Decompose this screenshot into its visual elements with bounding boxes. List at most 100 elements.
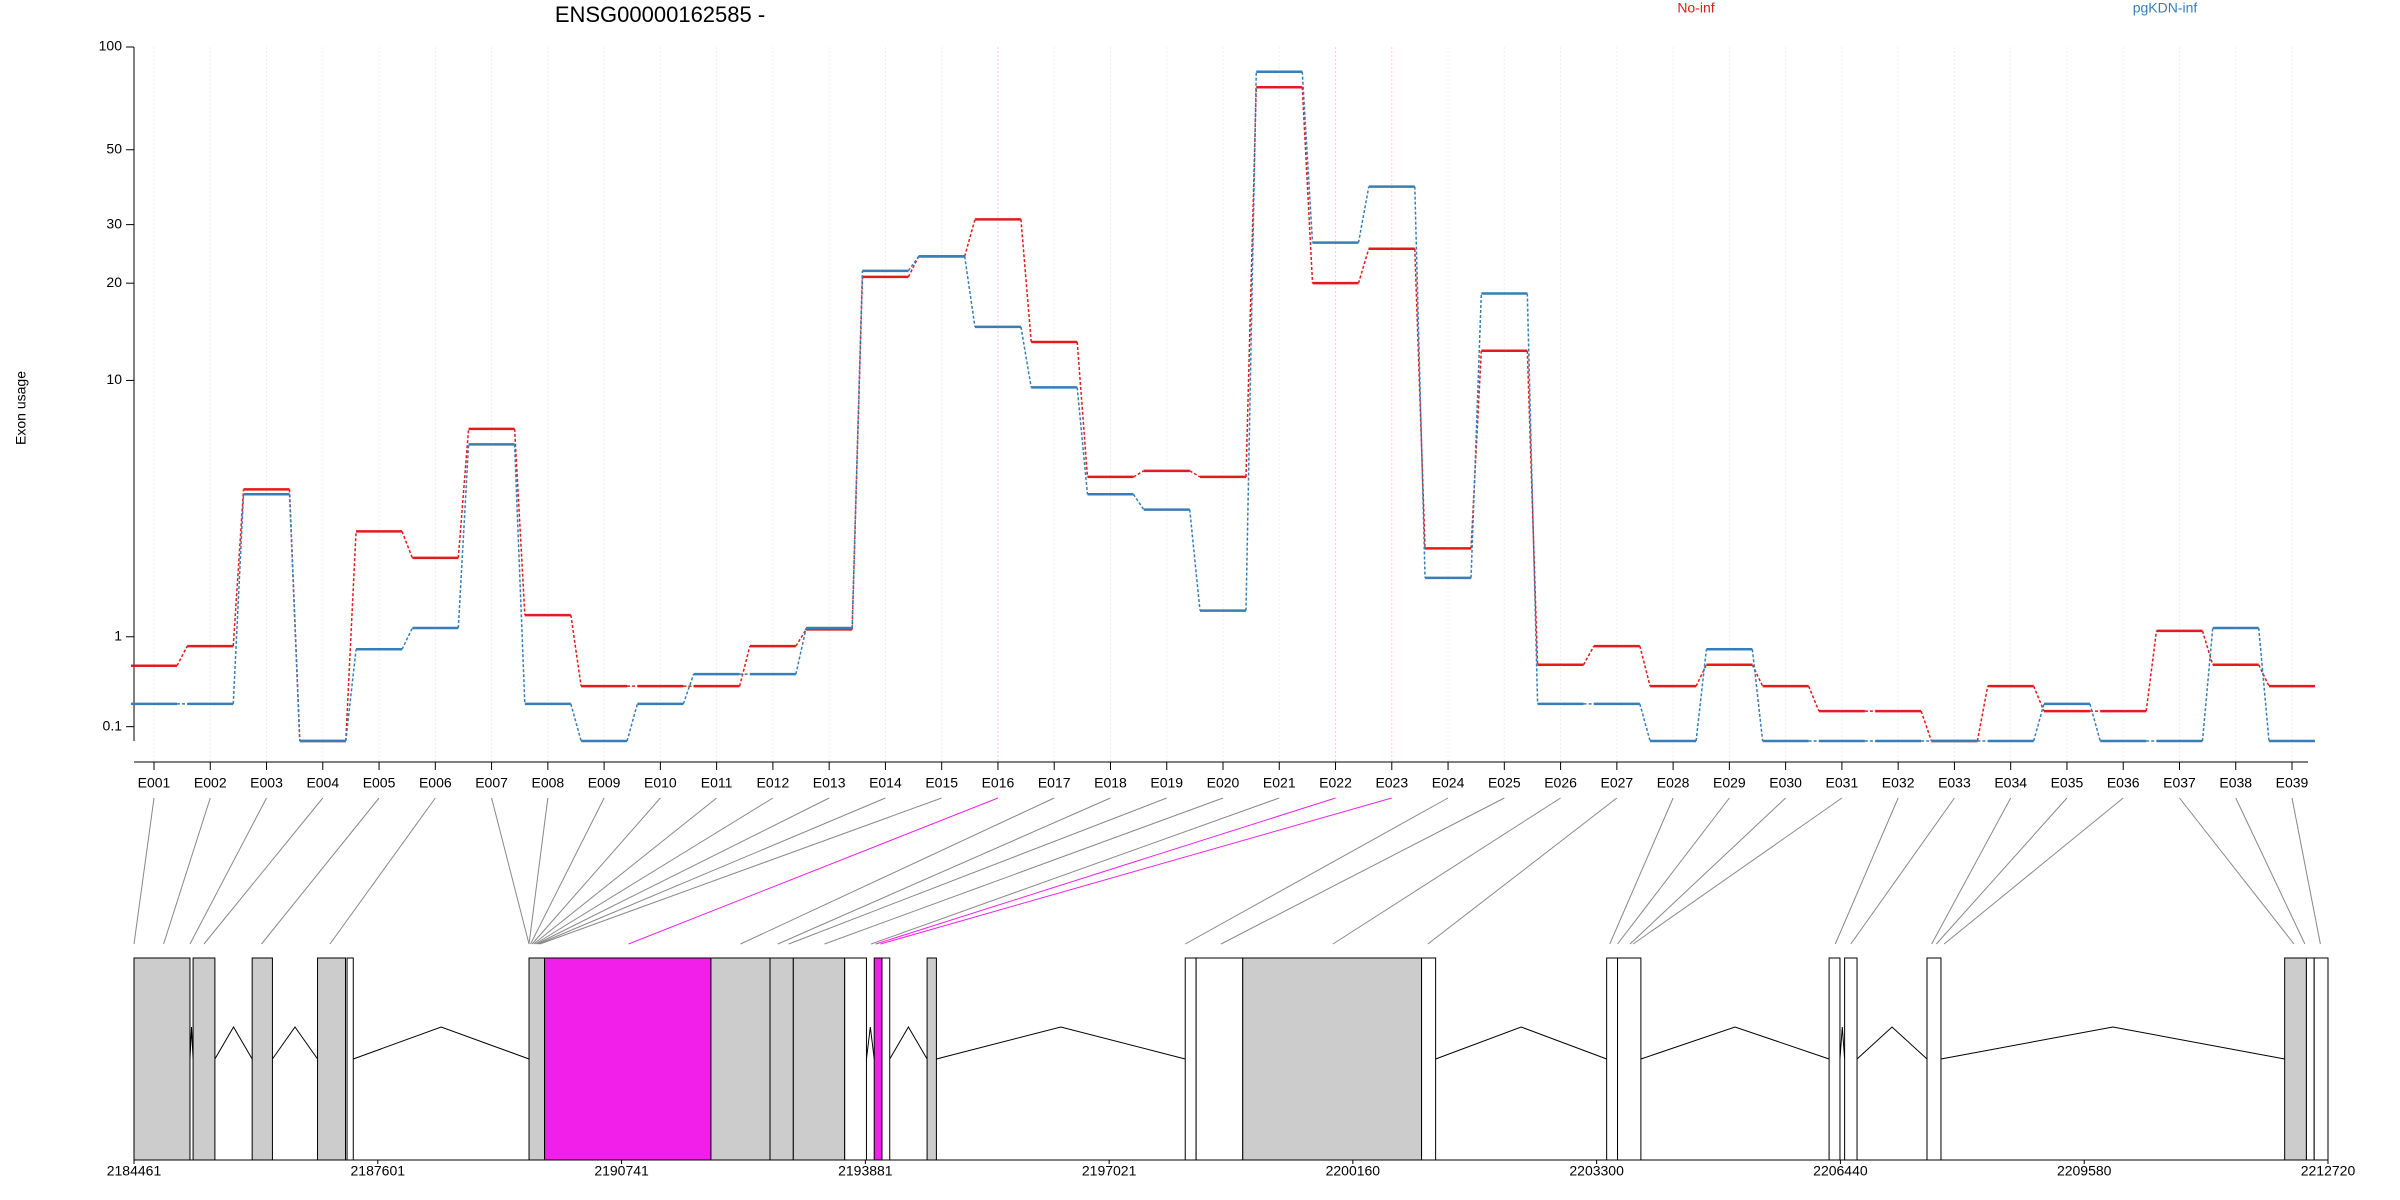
x-tick-label: E017	[1038, 775, 1071, 791]
connector	[1076, 341, 1089, 477]
exon-connector	[1632, 797, 1843, 945]
exon-block	[133, 957, 191, 1161]
connector	[1639, 703, 1651, 742]
x-tick-label: E019	[1150, 775, 1183, 791]
exon-connector	[203, 797, 324, 945]
connector	[1582, 645, 1595, 666]
connector	[626, 703, 639, 742]
connector	[1133, 470, 1145, 478]
exon-block	[1617, 957, 1642, 1161]
x-tick-label: E016	[982, 775, 1015, 791]
x-tick-label: E036	[2107, 775, 2140, 791]
x-tick-label: E002	[194, 775, 227, 791]
exon-connector	[1427, 797, 1618, 945]
connector	[1751, 664, 1764, 687]
exon-connector	[777, 797, 1111, 945]
connector	[1301, 71, 1314, 243]
intron	[1940, 1026, 2285, 1060]
connector	[2145, 630, 2158, 712]
connector	[401, 627, 413, 650]
gene-tick-label: 2184461	[107, 1163, 162, 1179]
exon-block	[844, 957, 867, 1161]
x-tick-label: E022	[1319, 775, 1352, 791]
connector	[2258, 664, 2270, 687]
x-tick-label: E035	[2051, 775, 2084, 791]
x-tick-label: E029	[1713, 775, 1746, 791]
connector	[2032, 703, 2045, 742]
intron	[1435, 1026, 1607, 1060]
x-tick-label: E008	[531, 775, 564, 791]
exon-connector	[539, 797, 942, 945]
y-axis-label: Exon usage	[13, 371, 29, 445]
intron	[1856, 1026, 1928, 1060]
exon-connector	[1184, 797, 1449, 945]
exon-block	[873, 957, 883, 1161]
exon-connector	[133, 797, 155, 945]
chart-title: ENSG00000162585 -	[555, 2, 765, 27]
y-tick-label: 100	[99, 38, 123, 54]
x-tick-label: E001	[138, 775, 171, 791]
exon-block	[2305, 957, 2315, 1161]
exon-connector	[261, 797, 380, 945]
exon-connector	[1617, 797, 1730, 945]
intron	[865, 1026, 875, 1060]
x-tick-label: E012	[757, 775, 790, 791]
x-tick-label: E005	[363, 775, 396, 791]
exon-connector	[1935, 797, 2068, 945]
connector	[457, 444, 470, 629]
connector	[2032, 685, 2045, 712]
x-tick-label: E013	[813, 775, 846, 791]
exon-block	[251, 957, 273, 1161]
y-tick-label: 1	[114, 627, 122, 643]
x-tick-label: E028	[1657, 775, 1690, 791]
y-tick-label: 0.1	[103, 717, 123, 733]
connector	[1301, 87, 1314, 284]
connector	[682, 673, 695, 705]
exon-block	[2313, 957, 2329, 1161]
connector	[1751, 649, 1764, 742]
exon-connector	[1834, 797, 1899, 945]
intron	[189, 1026, 194, 1060]
exon-block	[1195, 957, 1244, 1161]
exon-connector	[163, 797, 211, 945]
intron	[214, 1026, 253, 1060]
x-tick-label: E021	[1263, 775, 1296, 791]
connector	[288, 494, 301, 742]
connector	[345, 649, 357, 742]
connector	[1695, 649, 1708, 742]
gene-tick-label: 2212720	[2301, 1163, 2356, 1179]
connector	[1132, 493, 1145, 510]
x-tick-label: E034	[1994, 775, 2027, 791]
legend-entry: No-inf	[1677, 0, 1714, 16]
exon-connector	[1629, 797, 1786, 945]
x-tick-label: E039	[2276, 775, 2309, 791]
y-tick-label: 10	[106, 371, 122, 387]
exon-connector	[2179, 797, 2295, 945]
connector	[795, 627, 807, 675]
gene-tick-label: 2187601	[351, 1163, 406, 1179]
intron	[272, 1026, 318, 1060]
connector	[1470, 293, 1483, 578]
exon-connector	[528, 797, 549, 945]
exon-connector	[1850, 797, 1955, 945]
x-tick-label: E031	[1826, 775, 1859, 791]
connector	[851, 276, 864, 630]
intron	[889, 1026, 928, 1060]
exon-connector	[531, 797, 661, 945]
connector	[1020, 326, 1032, 388]
gene-tick-label: 2200160	[1326, 1163, 1381, 1179]
exon-block	[792, 957, 846, 1161]
gene-tick-label: 2209580	[2057, 1163, 2112, 1179]
x-tick-label: E018	[1094, 775, 1127, 791]
exon-connector	[534, 797, 774, 945]
exon-connector	[1220, 797, 1505, 945]
exon-block	[769, 957, 794, 1161]
connector	[232, 489, 245, 647]
x-tick-label: E007	[475, 775, 508, 791]
connector	[1526, 350, 1539, 665]
connector	[1357, 248, 1370, 284]
connector	[1639, 645, 1651, 687]
exon-connector	[536, 797, 830, 945]
intron	[1839, 1026, 1846, 1060]
